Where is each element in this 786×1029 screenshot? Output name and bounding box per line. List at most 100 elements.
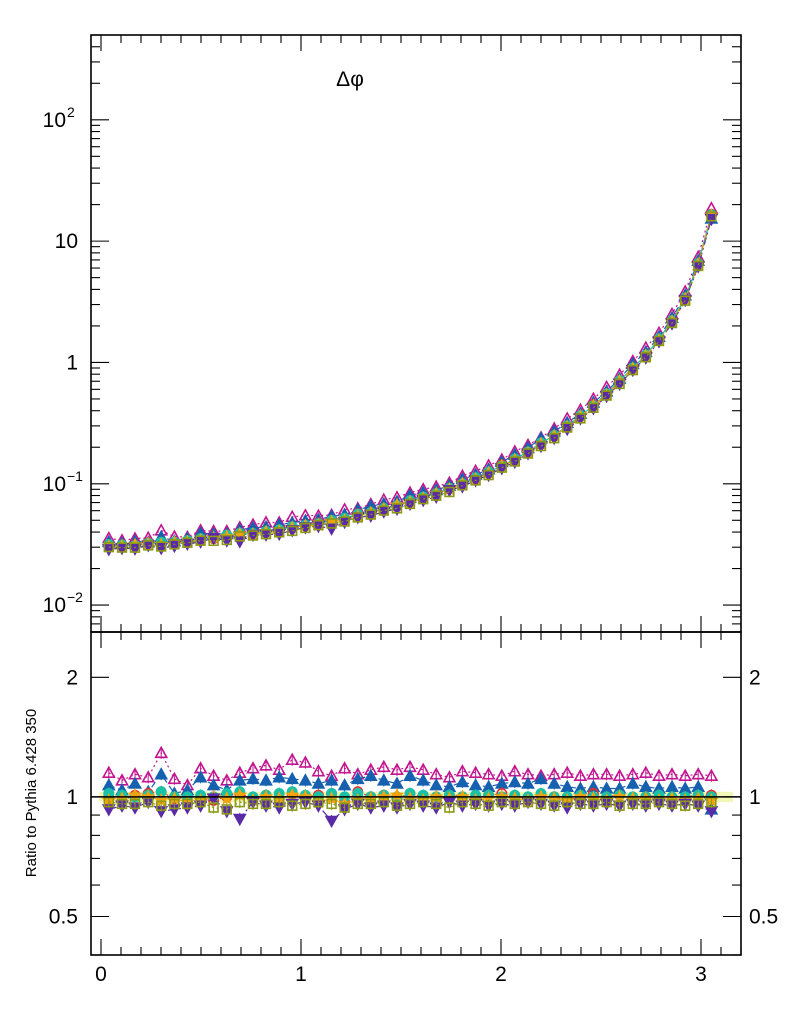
ratio-data-point xyxy=(573,768,588,781)
main-data-point xyxy=(483,469,494,481)
ratio-data-point xyxy=(206,778,221,791)
main-data-point xyxy=(457,480,468,491)
main-data-point xyxy=(666,317,678,329)
ratio-data-point xyxy=(627,798,639,810)
main-data-point xyxy=(313,519,324,531)
main-data-point xyxy=(601,390,612,401)
main-data-point xyxy=(560,423,575,437)
ratio-data-point xyxy=(246,771,260,785)
ratio-data-point xyxy=(481,767,496,780)
main-data-point xyxy=(272,528,287,542)
main-y-tick-label: 10 xyxy=(55,230,78,253)
ratio-data-point xyxy=(232,813,247,827)
ratio-data-point xyxy=(324,815,339,829)
x-tick-label: 0 xyxy=(95,963,107,986)
y-tick-base: 10 xyxy=(43,473,66,496)
ratio-data-point xyxy=(129,798,141,810)
ratio-data-point xyxy=(298,755,313,768)
ratio-data-point xyxy=(376,759,391,773)
ratio-data-point xyxy=(232,773,247,786)
ratio-data-point xyxy=(653,796,665,808)
ratio-y-tick-label-left: 1 xyxy=(66,786,78,809)
ratio-data-point xyxy=(560,765,575,778)
main-data-point xyxy=(535,440,547,452)
ratio-data-point xyxy=(391,800,403,811)
ratio-data-point xyxy=(547,776,562,789)
ratio-data-point xyxy=(247,798,259,810)
ratio-y-tick-label-right: 2 xyxy=(749,666,761,689)
ratio-data-point xyxy=(652,768,666,781)
ratio-data-point xyxy=(468,778,483,791)
ratio-data-point xyxy=(234,796,245,808)
ratio-data-point xyxy=(691,767,706,780)
ratio-data-point xyxy=(389,787,405,802)
main-data-point xyxy=(128,543,142,556)
ratio-data-point xyxy=(390,762,404,775)
main-data-point xyxy=(232,536,247,549)
ratio-data-point xyxy=(455,774,470,788)
ratio-data-point xyxy=(339,802,350,813)
ratio-data-point xyxy=(273,796,285,808)
ratio-panel-frame xyxy=(90,631,742,956)
main-data-point xyxy=(101,544,116,557)
ratio-data-point xyxy=(548,800,560,811)
ratio-data-point xyxy=(285,752,300,765)
ratio-data-point xyxy=(444,802,455,813)
main-series xyxy=(103,211,717,553)
ratio-data-point xyxy=(522,796,534,808)
main-data-point xyxy=(470,475,481,486)
ratio-y-tick-label-right: 1 xyxy=(749,786,761,809)
ratio-data-point xyxy=(416,773,431,786)
y-tick-base: 1 xyxy=(66,351,78,374)
y-tick-base: 10 xyxy=(43,594,66,617)
main-data-point xyxy=(640,352,652,363)
ratio-data-point xyxy=(154,745,169,759)
ratio-data-point xyxy=(298,773,313,786)
main-panel-data xyxy=(101,201,719,557)
ratio-data-point xyxy=(350,771,365,785)
ratio-data-point xyxy=(167,771,182,785)
ratio-data-point xyxy=(182,798,193,810)
ratio-data-point xyxy=(128,776,142,789)
main-data-point xyxy=(167,540,182,554)
main-data-point xyxy=(509,456,520,467)
ratio-data-point xyxy=(521,776,535,789)
ratio-data-point xyxy=(260,798,272,810)
ratio-data-point xyxy=(507,774,522,788)
ratio-data-point xyxy=(561,796,573,808)
main-data-point xyxy=(378,505,389,516)
ratio-data-point xyxy=(326,798,337,810)
ratio-data-point xyxy=(103,796,115,808)
main-data-point xyxy=(455,481,470,494)
main-data-point xyxy=(692,260,704,272)
ratio-series-line xyxy=(108,751,712,786)
main-y-tick-label: 1 xyxy=(66,351,78,374)
main-data-point xyxy=(300,522,311,534)
ratio-y-tick-label-left: 2 xyxy=(66,666,78,689)
main-y-tick-label: 10 −2 xyxy=(43,589,84,617)
main-data-point xyxy=(260,528,272,540)
ratio-data-point xyxy=(141,770,156,783)
ratio-data-point xyxy=(300,798,311,810)
ratio-y-axis-label: Ratio to Pythia 6.428 350 xyxy=(23,709,40,877)
chart-title: Δφ xyxy=(336,68,364,91)
main-data-point xyxy=(614,378,625,390)
ratio-data-point xyxy=(640,798,652,810)
ratio-data-point xyxy=(313,796,324,808)
ratio-data-point xyxy=(259,758,273,771)
main-series-line xyxy=(108,208,712,542)
ratio-data-point xyxy=(704,768,719,781)
main-data-point xyxy=(193,536,208,549)
main-data-point xyxy=(706,211,717,222)
y-tick-exponent: −2 xyxy=(67,589,83,605)
ratio-data-point xyxy=(496,796,507,808)
ratio-data-point xyxy=(272,770,287,783)
ratio-data-point xyxy=(208,802,219,813)
main-data-point xyxy=(430,490,442,501)
ratio-data-point xyxy=(535,798,547,810)
ratio-data-point xyxy=(429,778,444,791)
ratio-data-point xyxy=(285,771,300,785)
ratio-data-point xyxy=(601,796,612,808)
ratio-data-point xyxy=(665,767,679,780)
